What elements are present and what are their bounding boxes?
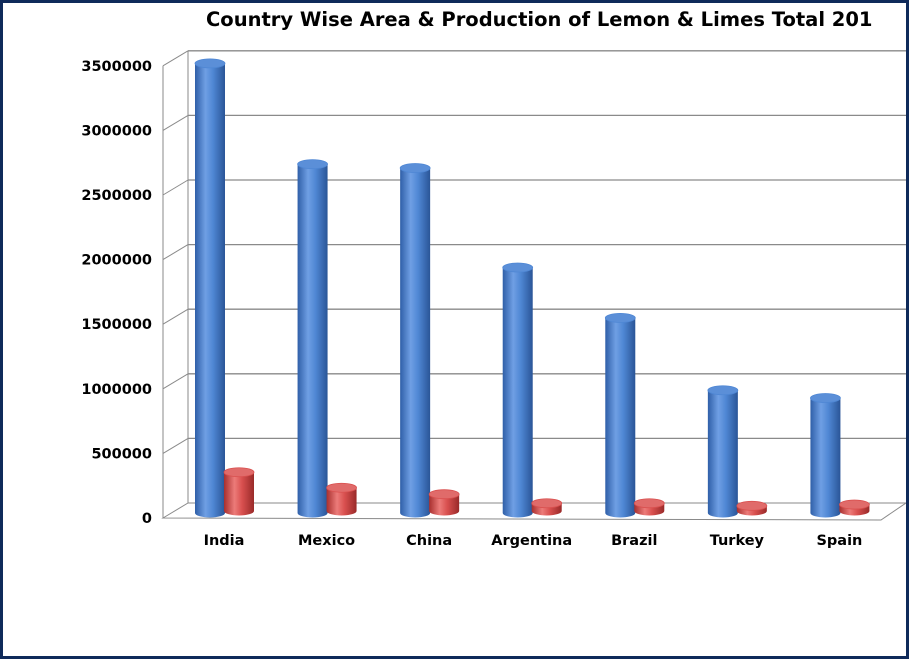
bar-body	[224, 472, 254, 516]
gridline-side	[162, 244, 189, 261]
y-tick-label: 3000000	[81, 123, 152, 139]
bar-cap	[810, 393, 841, 403]
y-tick-label: 1000000	[81, 382, 152, 398]
bar-cap	[707, 385, 739, 396]
bar-cap	[297, 159, 328, 170]
x-tick-label: Mexico	[298, 533, 355, 549]
bar-brazil-series-2	[633, 498, 665, 516]
chart-title: Country Wise Area & Production of Lemon …	[206, 8, 873, 31]
bar-cap	[604, 313, 636, 323]
bar-argentina-series-2	[531, 498, 563, 516]
x-tick-label: Spain	[816, 533, 862, 549]
bar-brazil-series-1	[604, 313, 636, 518]
y-tick-label: 0	[142, 511, 152, 527]
gridline-side	[162, 437, 189, 454]
bar-turkey-series-1	[707, 385, 739, 518]
bar-cap	[502, 262, 534, 273]
x-tick-label: Turkey	[710, 533, 765, 549]
y-tick-label: 1500000	[81, 317, 152, 333]
bar-argentina-series-1	[502, 262, 534, 518]
bar-body	[297, 164, 328, 518]
bar-cap	[428, 489, 460, 500]
x-tick-label: Argentina	[491, 533, 572, 549]
bar-cap	[194, 58, 226, 69]
bar-body	[195, 63, 225, 518]
bar-cap	[633, 498, 665, 509]
y-tick-label: 2000000	[81, 253, 152, 269]
bar-mexico-series-2	[326, 482, 357, 516]
bar-india-series-1	[194, 58, 226, 518]
x-tick-label: India	[204, 533, 245, 549]
gridline-side	[162, 308, 189, 325]
bar-body	[605, 317, 636, 518]
x-tick-label: China	[406, 533, 452, 549]
bar-body	[810, 398, 841, 518]
x-tick-label: Brazil	[611, 533, 657, 549]
bar-cap	[531, 498, 563, 509]
bar-body	[707, 390, 738, 518]
bar-china-series-2	[428, 489, 460, 516]
y-tick-label: 3500000	[81, 59, 152, 75]
chart-plot-area: 0 500000 1000000 1500000 2000000 2500000 30000…	[81, 50, 906, 549]
bar-body	[502, 267, 533, 518]
bar-cap	[399, 163, 431, 173]
bar-cap	[223, 467, 255, 478]
bar-mexico-series-1	[297, 159, 328, 518]
y-tick-label: 500000	[91, 446, 152, 462]
gridline-side	[162, 179, 189, 196]
bar-cap	[326, 482, 357, 493]
gridline-side	[162, 50, 189, 67]
bar-china-series-1	[399, 163, 431, 518]
bar-india-series-2	[223, 467, 255, 516]
y-tick-label: 2500000	[81, 188, 152, 204]
bar-body	[326, 487, 357, 516]
gridline-side	[162, 114, 189, 131]
bar-spain-series-2	[839, 499, 870, 516]
bar-body	[400, 168, 431, 518]
bar-turkey-series-2	[736, 500, 768, 516]
gridline-side	[162, 373, 189, 390]
bar-spain-series-1	[810, 393, 841, 518]
bar-cap	[839, 499, 870, 510]
bar-body	[429, 494, 460, 516]
bar-cap	[736, 500, 768, 511]
